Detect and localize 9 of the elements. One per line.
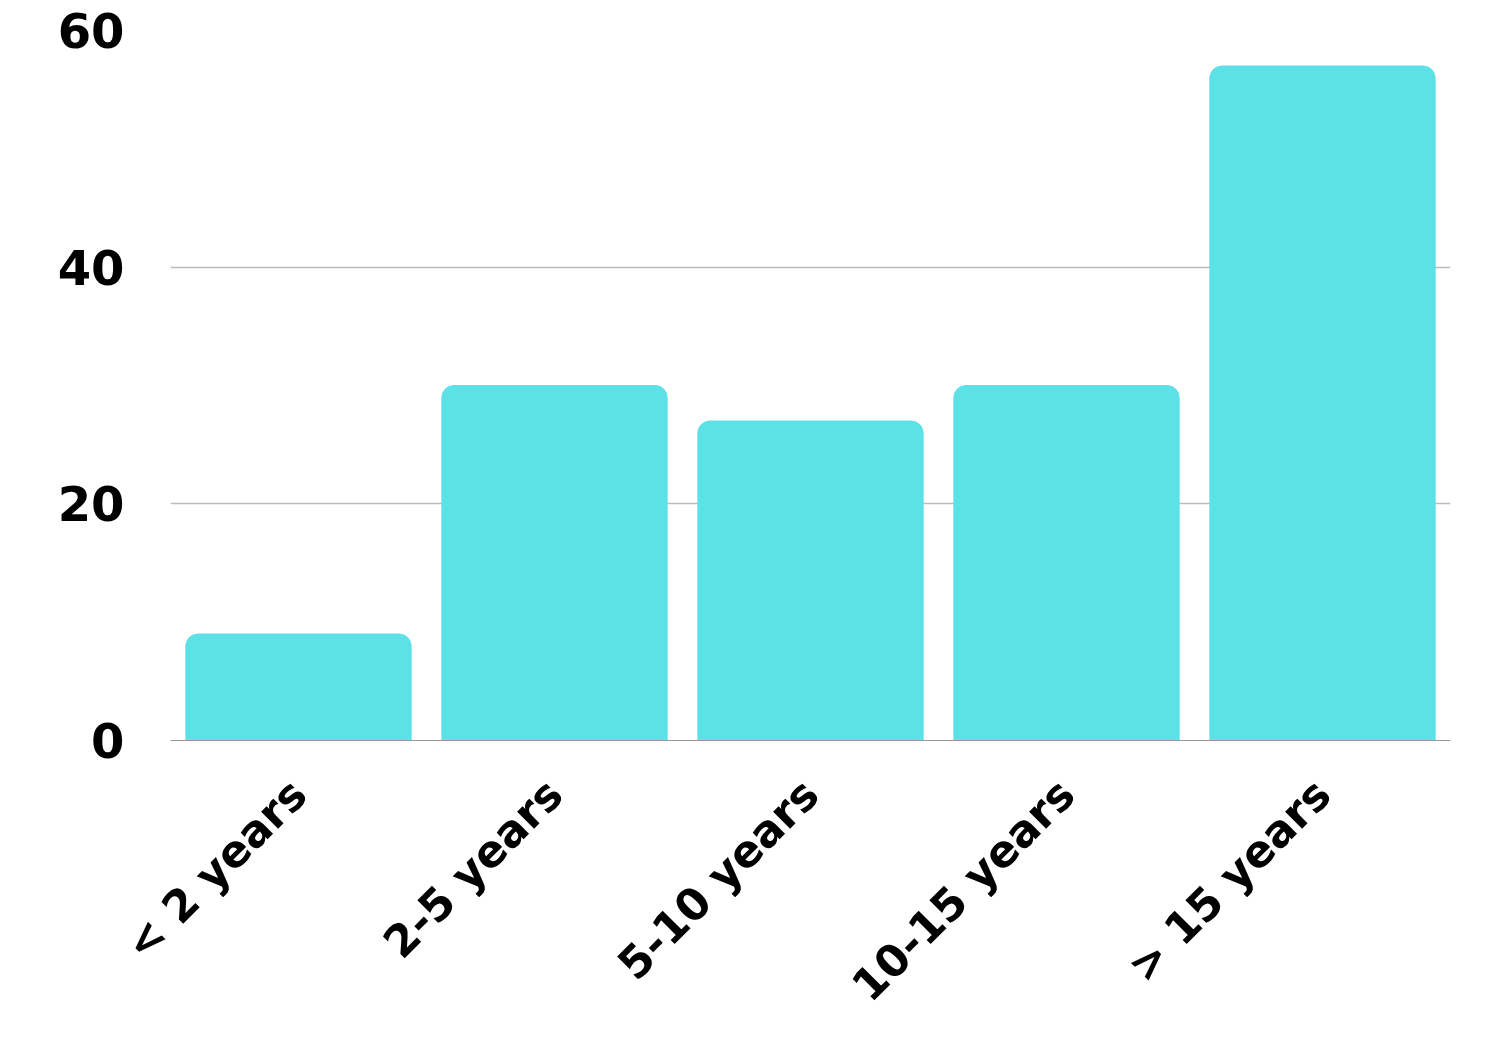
bar — [1209, 65, 1436, 741]
y-tick-label: 60 — [57, 3, 125, 59]
y-tick-label: 40 — [57, 239, 125, 296]
bar — [953, 385, 1180, 741]
y-tick-label: 0 — [91, 713, 125, 769]
bar — [185, 633, 412, 741]
bar — [441, 385, 668, 741]
y-tick-label: 20 — [57, 476, 125, 533]
bar — [697, 420, 924, 741]
